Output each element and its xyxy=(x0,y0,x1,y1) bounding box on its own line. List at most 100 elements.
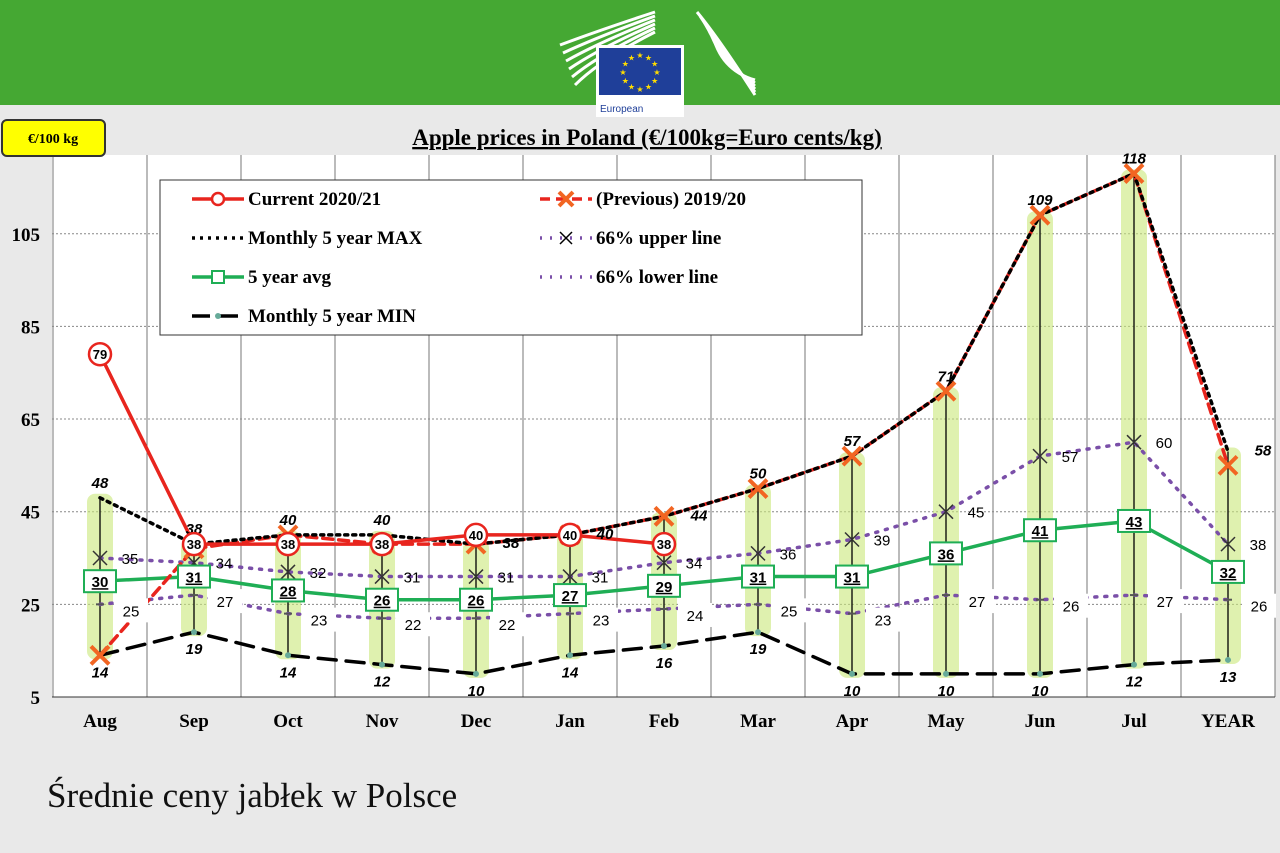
upper66-point xyxy=(1220,536,1236,552)
max-data-label: 118 xyxy=(1122,151,1147,168)
current-data-label: 40 xyxy=(469,528,483,543)
min-data-label: 10 xyxy=(468,683,485,700)
lower66-data-label: 27 xyxy=(217,594,234,611)
label-bg xyxy=(960,589,994,614)
upper66-data-label: 34 xyxy=(216,556,233,573)
eu-logo: ★★★★★★★★★ ★ ★★European xyxy=(559,10,757,117)
label-bg xyxy=(490,612,524,637)
upper66-data-label: 35 xyxy=(122,551,139,568)
avg-point xyxy=(929,541,963,566)
legend-label: Monthly 5 year MAX xyxy=(248,228,423,249)
star-icon: ★ xyxy=(619,68,626,77)
max-data-label: 44 xyxy=(690,507,708,524)
min-data-label: 19 xyxy=(186,641,203,658)
upper66-data-label: 32 xyxy=(310,565,327,582)
lower66-data-label: 25 xyxy=(123,603,140,620)
min-point xyxy=(849,670,855,677)
previous-point xyxy=(89,644,111,666)
upper66-data-label: 57 xyxy=(1062,449,1079,466)
min-data-label: 10 xyxy=(938,683,955,700)
upper66-data-label: 31 xyxy=(404,570,421,587)
legend-label: Current 2020/21 xyxy=(248,189,381,210)
eu-flag xyxy=(599,48,681,95)
lower66-data-label: 27 xyxy=(969,594,986,611)
avg-data-label: 31 xyxy=(844,570,861,587)
min-point xyxy=(755,629,761,636)
current-point xyxy=(369,531,395,557)
label-bg xyxy=(1242,593,1276,618)
max-data-label: 40 xyxy=(596,526,614,543)
lower66-data-label: 27 xyxy=(1157,594,1174,611)
previous-point xyxy=(747,478,769,499)
avg-data-label: 43 xyxy=(1126,514,1143,531)
legend-marker xyxy=(559,231,573,245)
lower66-data-label: 23 xyxy=(875,613,892,630)
upper66-data-label: 60 xyxy=(1156,435,1173,452)
label-bg xyxy=(396,612,430,637)
star-icon: ★ xyxy=(645,53,652,62)
star-icon: ★ xyxy=(651,77,658,86)
current-point xyxy=(557,522,583,548)
current-data-label: 40 xyxy=(563,528,577,543)
previous-point xyxy=(1217,454,1239,476)
upper66-point xyxy=(656,555,672,571)
avg-data-label: 32 xyxy=(1220,565,1237,582)
x-tick-label: Jun xyxy=(1025,711,1056,732)
legend-marker xyxy=(215,313,221,319)
label-bg xyxy=(302,607,336,632)
upper66-point xyxy=(562,569,578,585)
legend-label: 66% upper line xyxy=(596,228,721,249)
avg-point xyxy=(83,569,117,594)
avg-point xyxy=(1211,559,1245,584)
unit-badge xyxy=(1,119,106,157)
lower66-data-label: 23 xyxy=(593,613,610,630)
avg-point xyxy=(365,587,399,612)
current-point xyxy=(181,531,207,557)
min-data-label: 14 xyxy=(92,664,109,681)
current-point xyxy=(651,531,677,557)
avg-point xyxy=(1023,518,1057,543)
current-data-label: 79 xyxy=(93,347,107,362)
min-point xyxy=(379,661,385,668)
max-data-label: 58 xyxy=(1255,442,1272,459)
x-tick-label: YEAR xyxy=(1201,711,1255,732)
min-data-label: 13 xyxy=(1220,669,1237,686)
logo-stripe xyxy=(565,18,656,63)
avg-data-label: 29 xyxy=(656,579,673,596)
legend: Current 2020/21 (Previous) 2019/20 Monthly… xyxy=(159,179,863,336)
star-icon: ★ xyxy=(645,83,652,92)
logo-text: European xyxy=(600,104,643,115)
upper66-point xyxy=(844,531,860,548)
logo-stripe xyxy=(562,14,656,55)
max-data-label: 40 xyxy=(279,512,297,529)
y-tick-label: 105 xyxy=(12,225,41,246)
avg-data-label: 26 xyxy=(468,593,485,610)
label-bg xyxy=(866,607,900,632)
star-icon: ★ xyxy=(628,83,635,92)
upper66-point xyxy=(750,545,766,561)
legend-label: (Previous) 2019/20 xyxy=(596,189,746,210)
min-data-label: 10 xyxy=(844,683,861,700)
label-bg xyxy=(772,598,806,623)
upper66-data-label: 31 xyxy=(498,570,515,587)
upper66-point xyxy=(280,564,296,580)
x-tick-label: Nov xyxy=(366,711,399,732)
label-bg xyxy=(584,607,618,632)
x-tick-label: Sep xyxy=(179,711,209,732)
unit-badge-text: €/100 kg xyxy=(28,132,78,147)
star-icon: ★ xyxy=(622,77,629,86)
y-tick-label: 5 xyxy=(31,688,41,709)
upper66-data-label: 34 xyxy=(686,556,703,573)
upper66-data-label: 38 xyxy=(1250,537,1267,554)
current-data-label: 38 xyxy=(187,537,201,552)
min-point xyxy=(473,670,479,677)
logo-stripe xyxy=(710,31,756,82)
avg-data-label: 27 xyxy=(562,588,579,605)
upper66-data-label: 36 xyxy=(780,546,797,563)
lower66-data-label: 22 xyxy=(499,617,516,634)
min-data-label: 12 xyxy=(374,674,391,691)
avg-point xyxy=(835,564,869,589)
min-data-label: 16 xyxy=(656,655,673,672)
star-icon: ★ xyxy=(636,85,643,94)
